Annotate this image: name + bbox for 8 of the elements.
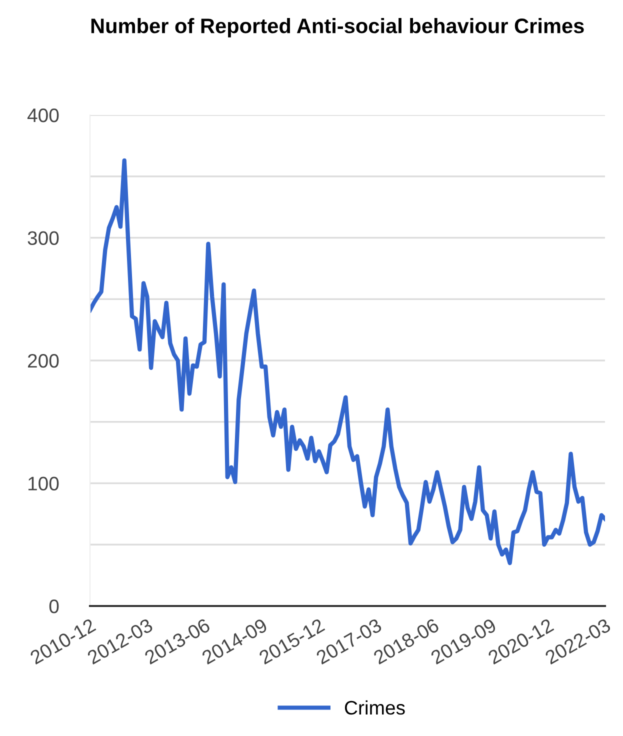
legend-label: Crimes <box>344 700 405 715</box>
y-tick-label: 0 <box>49 599 59 614</box>
chart-title: Number of Reported Anti-social behaviour Crimes <box>91 18 584 38</box>
y-tick-label: 100 <box>28 476 59 490</box>
y-tick-label: 200 <box>28 354 59 368</box>
line-series <box>90 158 605 566</box>
y-tick-label: 400 <box>27 108 59 122</box>
y-tick-label: 300 <box>28 231 59 245</box>
